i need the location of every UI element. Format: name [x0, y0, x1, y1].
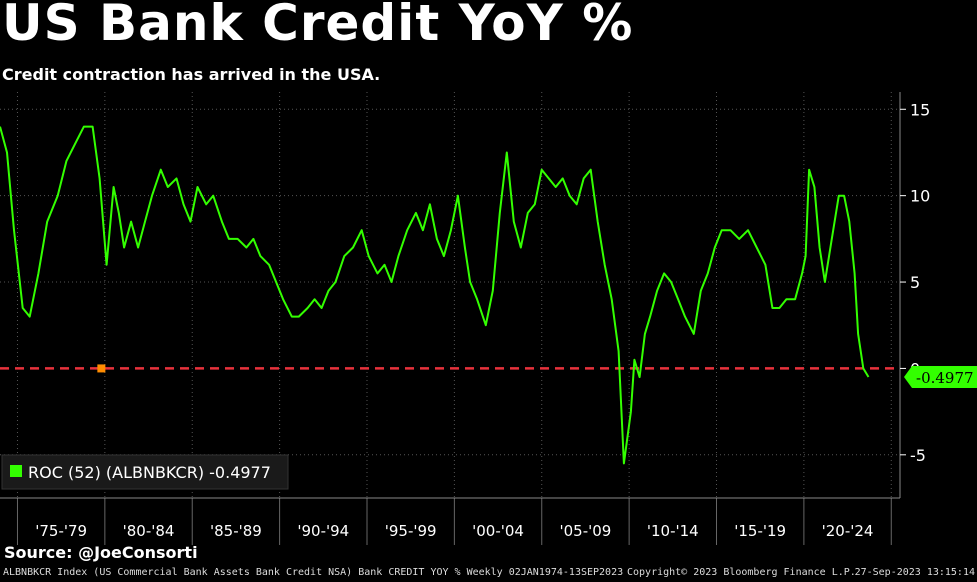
- last-value-text: -0.4977: [916, 369, 974, 387]
- footer-description: ALBNBKCR Index (US Commercial Bank Asset…: [3, 567, 624, 578]
- chart-title: US Bank Credit YoY %: [2, 0, 634, 52]
- legend-swatch: [10, 465, 22, 477]
- y-tick-label: 15: [910, 100, 930, 119]
- y-tick-label: 5: [910, 273, 920, 292]
- zero-line-marker: [97, 364, 106, 373]
- x-tick-label: '10-'14: [647, 522, 699, 540]
- legend-label: ROC (52) (ALBNBKCR) -0.4977: [28, 463, 271, 482]
- x-tick-label: '20-'24: [822, 522, 874, 540]
- last-value-label: -0.4977: [904, 366, 977, 389]
- source-credit: Source: @JoeConsorti: [4, 543, 198, 562]
- x-tick-label: '15-'19: [734, 522, 786, 540]
- x-tick-label: '85-'89: [210, 522, 262, 540]
- x-tick-label: '75-'79: [35, 522, 87, 540]
- x-tick-label: '05-'09: [560, 522, 612, 540]
- footer-timestamp: 27-Sep-2023 13:15:14: [854, 567, 975, 578]
- chart-subtitle: Credit contraction has arrived in the US…: [2, 65, 381, 84]
- y-tick-label: 10: [910, 187, 930, 206]
- y-axis: 151050-5: [900, 100, 930, 465]
- x-tick-label: '00-'04: [472, 522, 524, 540]
- x-tick-label: '95-'99: [385, 522, 437, 540]
- legend-box: [1, 454, 289, 490]
- legend: ROC (52) (ALBNBKCR) -0.4977: [1, 454, 289, 490]
- x-axis: '75-'79 '80-'84 '85-'89 '90-'94 '95-'99 '00-'…: [35, 522, 873, 540]
- footer-copyright: Copyright© 2023 Bloomberg Finance L.P.: [627, 567, 856, 578]
- line-chart[interactable]: 151050-5 '75-'79'80-'84'85-'89'90-'94'95…: [0, 0, 977, 545]
- y-tick-label: -5: [910, 446, 926, 465]
- x-tick-label: '80-'84: [123, 522, 175, 540]
- last-value-badge: [904, 366, 977, 389]
- x-tick-label: '90-'94: [297, 522, 349, 540]
- chart-grid: [0, 92, 900, 545]
- series-line-roc-52[interactable]: [0, 125, 870, 465]
